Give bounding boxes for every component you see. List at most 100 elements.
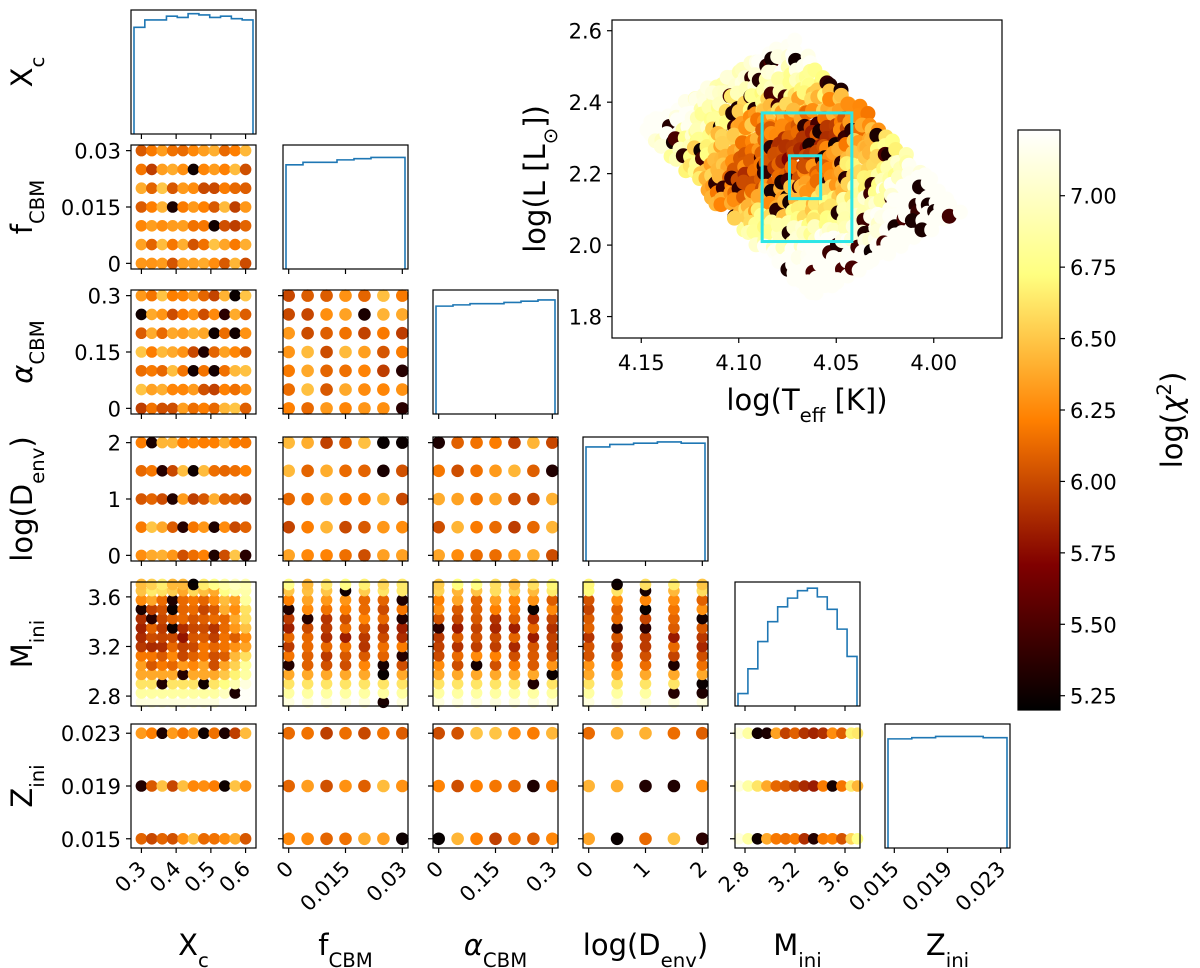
scatter-point: [146, 687, 158, 699]
scatter-point: [166, 163, 179, 176]
scatter-point: [187, 289, 200, 302]
scatter-point: [198, 780, 210, 792]
scatter-point: [229, 640, 241, 653]
scatter-point: [377, 578, 390, 591]
scatter-point: [135, 257, 148, 270]
scatter-point: [187, 578, 200, 591]
scatter-point: [146, 402, 158, 415]
scatter-point: [546, 668, 559, 681]
histogram-Mini: [737, 587, 858, 706]
scatter-point: [451, 677, 464, 690]
scatter-point: [668, 603, 680, 616]
scatter-point: [489, 436, 502, 449]
scatter-point: [135, 612, 148, 625]
hr-y-axis-label-part: log(L [L: [518, 144, 552, 252]
scatter-point: [377, 436, 390, 449]
scatter-point: [301, 612, 314, 625]
scatter-point: [156, 832, 169, 845]
scatter-point: [177, 163, 189, 176]
x-axis-label-Denv: log(Denv): [583, 928, 708, 968]
scatter-point: [546, 779, 559, 793]
scatter-point: [135, 219, 148, 232]
scatter-point: [208, 238, 221, 251]
scatter-point: [187, 308, 200, 321]
scatter-point: [582, 594, 595, 606]
scatter-point: [489, 696, 502, 709]
scatter-point: [610, 726, 624, 740]
scatter-point: [208, 383, 221, 396]
scatter-point: [668, 612, 680, 625]
scatter-point: [198, 677, 210, 690]
x-axis-label-fCBM-part: CBM: [328, 949, 372, 968]
x-axis-label-Zini-part: ini: [946, 949, 969, 968]
scatter-point: [301, 622, 314, 634]
scatter-point: [218, 687, 231, 699]
scatter-point: [239, 578, 252, 591]
scatter-point: [198, 594, 210, 606]
scatter-point: [187, 201, 200, 213]
scatter-point: [358, 659, 371, 671]
y-axis-label-Mini-part: ini: [26, 620, 49, 643]
x-tick-label-Xc-part: 0.5: [180, 857, 221, 898]
scatter-point: [166, 594, 179, 606]
scatter-point: [166, 677, 179, 690]
scatter-point: [320, 289, 333, 302]
scatter-point: [187, 327, 200, 340]
scatter-point: [187, 603, 200, 616]
scatter-point: [187, 677, 200, 690]
scatter-point: [358, 492, 371, 506]
colorbar-tick-label-part: 5.50: [1070, 613, 1117, 637]
scatter-point: [229, 677, 241, 690]
scatter-point: [239, 436, 252, 449]
scatter-point: [358, 464, 371, 478]
hr-x-tick-label: 4.10: [715, 351, 762, 375]
scatter-point: [807, 780, 820, 792]
x-axis-label-Denv-part: env: [661, 949, 698, 968]
y-axis-label-Zini-part: ini: [26, 764, 49, 787]
scatter-point: [166, 727, 179, 740]
colorbar-tick-label: 6.75: [1070, 256, 1117, 280]
scatter-point: [208, 659, 221, 671]
scatter-point: [377, 649, 390, 662]
scatter-point: [282, 289, 295, 302]
scatter-point: [470, 659, 483, 671]
y-tick-label-Denv: 1: [108, 488, 121, 512]
panel-frame: [884, 723, 1011, 849]
scatter-point: [451, 779, 464, 793]
scatter-point: [301, 345, 314, 359]
hr-y-tick-label-part: 2.6: [569, 20, 602, 44]
scatter-point: [156, 201, 169, 213]
scatter-point: [198, 383, 210, 396]
scatter-point: [229, 493, 241, 505]
x-tick-label-Denv: 2: [685, 857, 711, 883]
y-axis-label-aCBM: αCBM: [5, 320, 49, 383]
scatter-point: [761, 727, 773, 740]
scatter-point: [301, 726, 314, 740]
scatter-point: [377, 659, 390, 671]
scatter-point: [527, 578, 540, 591]
scatter-point: [358, 832, 371, 846]
scatter-point: [156, 622, 169, 634]
scatter-point: [489, 603, 502, 616]
panel-frame: [282, 144, 409, 270]
scatter-point: [432, 464, 445, 478]
colorbar-tick-label-part: 6.75: [1070, 256, 1117, 280]
scatter-point: [239, 402, 252, 415]
scatter-point: [508, 520, 521, 534]
panel-frame: [130, 581, 257, 707]
scatter-point: [696, 832, 709, 846]
scatter-point: [239, 493, 252, 505]
scatter-point: [770, 832, 783, 845]
scatter-point: [798, 727, 811, 740]
scatter-point: [166, 832, 179, 845]
scatter-point: [187, 144, 200, 157]
scatter-point: [239, 163, 252, 176]
scatter-point: [198, 257, 210, 270]
scatter-point: [377, 364, 390, 378]
scatter-point: [239, 364, 252, 377]
scatter-point: [668, 687, 680, 699]
scatter-point: [282, 649, 295, 662]
scatter-point: [135, 327, 148, 340]
hr-diagram: 4.15 4.10 4.05 4.00 1.8 2.0 2.2 2.4 2.6 log(Teff …: [518, 19, 1003, 427]
scatter-point: [239, 622, 252, 634]
